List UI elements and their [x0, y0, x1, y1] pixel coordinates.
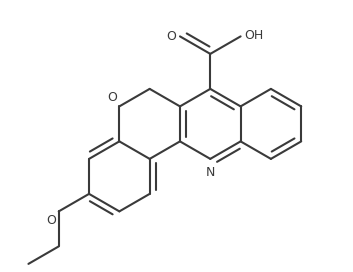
- Text: OH: OH: [244, 29, 263, 42]
- Text: O: O: [107, 91, 116, 104]
- Text: O: O: [46, 214, 56, 227]
- Text: N: N: [205, 166, 215, 179]
- Text: O: O: [166, 30, 176, 43]
